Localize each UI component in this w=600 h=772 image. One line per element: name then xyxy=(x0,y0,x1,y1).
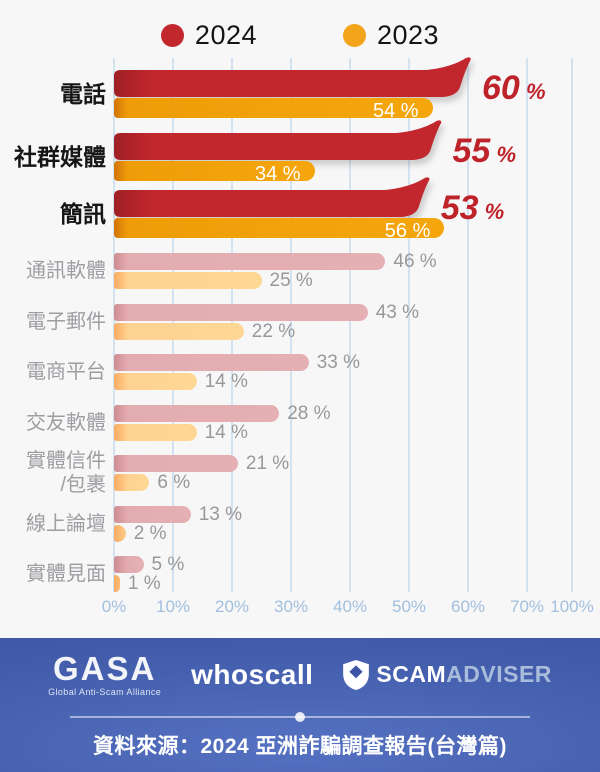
gridline xyxy=(467,58,469,592)
legend-item-2024: 2024 xyxy=(160,20,257,51)
bar-2023 xyxy=(114,323,244,340)
value-label-2024: 60 % xyxy=(482,69,546,107)
chart-legend: 2024 2023 xyxy=(0,20,600,51)
value-label-2024: 5 % xyxy=(151,554,185,575)
gridline xyxy=(526,58,528,592)
gasa-subtitle: Global Anti-Scam Alliance xyxy=(48,687,162,697)
category-label: 電商平台 xyxy=(26,361,106,383)
bar-2024 xyxy=(114,506,191,523)
bar-2023 xyxy=(114,373,197,390)
category-label: 線上論壇 xyxy=(26,513,106,535)
x-axis-tick-label: 100% xyxy=(550,597,594,616)
value-label-2023: 56 % xyxy=(384,220,431,242)
value-label-2024: 46 % xyxy=(393,251,437,272)
bar-2023 xyxy=(114,272,262,289)
x-axis-tick-label: 40% xyxy=(332,597,368,616)
value-label-2023: 14 % xyxy=(204,422,248,443)
legend-item-2023: 2023 xyxy=(343,20,439,51)
bar-2024 xyxy=(114,455,238,472)
value-label-2023: 2 % xyxy=(133,523,167,544)
legend-dot-2024-icon xyxy=(160,24,184,47)
legend-dot-2023-icon xyxy=(343,24,366,47)
bar-2024 xyxy=(114,354,309,371)
x-axis-tick-label: 30% xyxy=(273,597,309,616)
gridline xyxy=(290,58,292,592)
whoscall-logo: whoscall xyxy=(191,658,314,690)
footer-banner: GASA Global Anti-Scam Alliance whoscall … xyxy=(0,638,600,772)
source-text: 資料來源：2024 亞洲詐騙調查報告(台灣篇) xyxy=(92,735,508,758)
bar-2024 xyxy=(113,177,430,217)
value-label-2023: 6 % xyxy=(157,472,191,493)
category-label: 電子郵件 xyxy=(26,311,106,333)
value-label-2023: 54 % xyxy=(373,100,419,122)
x-axis-tick-label: 0% xyxy=(101,597,127,616)
value-label-2023: 34 % xyxy=(255,163,301,185)
category-label: 交友軟體 xyxy=(26,412,106,434)
value-label-2024: 33 % xyxy=(316,352,360,373)
divider-dot-icon xyxy=(295,712,305,722)
value-label-2024: 53 % xyxy=(440,189,505,227)
bar-2023 xyxy=(114,218,445,238)
x-axis-tick-label: 60% xyxy=(450,597,486,616)
bar-2024 xyxy=(114,253,386,270)
partner-logos: GASA Global Anti-Scam Alliance whoscall … xyxy=(0,652,600,697)
value-label-2023: 25 % xyxy=(269,270,313,291)
gridline xyxy=(571,58,573,592)
category-label: 簡訊 xyxy=(60,201,106,227)
bar-2023 xyxy=(114,98,433,118)
legend-label-2024: 2024 xyxy=(194,20,257,50)
x-axis-tick-label: 10% xyxy=(155,597,191,616)
category-label: 電話 xyxy=(60,81,106,107)
legend-label-2023: 2023 xyxy=(377,20,440,50)
bar-2023 xyxy=(114,424,197,441)
value-label-2024: 21 % xyxy=(245,453,290,474)
bar-2023 xyxy=(114,575,120,592)
gasa-logo: GASA Global Anti-Scam Alliance xyxy=(48,652,161,697)
bar-2024 xyxy=(114,405,280,422)
bar-2023 xyxy=(114,474,150,491)
bar-2024 xyxy=(114,304,368,321)
bar-2024 xyxy=(114,57,471,97)
gridline xyxy=(408,58,410,592)
category-label: 實體見面 xyxy=(26,563,106,585)
scamadviser-logo: SCAMADVISER xyxy=(343,659,552,690)
category-label: 通訊軟體 xyxy=(26,260,106,282)
value-label-2023: 1 % xyxy=(127,573,161,594)
value-label-2024: 13 % xyxy=(198,504,242,525)
x-axis-tick-label: 70% xyxy=(509,597,545,616)
gridline xyxy=(349,58,351,592)
x-axis-tick-label: 20% xyxy=(214,597,250,616)
category-label: 實體信件 /包裹 xyxy=(26,450,106,496)
footer-divider xyxy=(70,712,530,722)
bar-2024 xyxy=(114,556,144,573)
value-label-2024: 55 % xyxy=(452,132,517,170)
scamadviser-shield-icon xyxy=(343,659,370,690)
value-label-2024: 28 % xyxy=(287,403,331,424)
category-label: 社群媒體 xyxy=(14,144,106,170)
bar-chart: 0% 10% 20% 30% 40% 50% 60% 70% 100% 電話 60 % 54 % 社群媒… xyxy=(14,57,594,616)
bar-2023 xyxy=(114,525,126,542)
bar-2024 xyxy=(114,120,442,160)
gasa-wordmark: GASA xyxy=(52,650,157,687)
value-label-2023: 22 % xyxy=(251,321,296,342)
bar-2023 xyxy=(114,161,315,181)
scamadviser-wordmark: SCAMADVISER xyxy=(376,661,552,687)
x-axis-tick-label: 50% xyxy=(391,597,427,616)
value-label-2024: 43 % xyxy=(375,302,419,323)
value-label-2023: 14 % xyxy=(204,371,248,392)
